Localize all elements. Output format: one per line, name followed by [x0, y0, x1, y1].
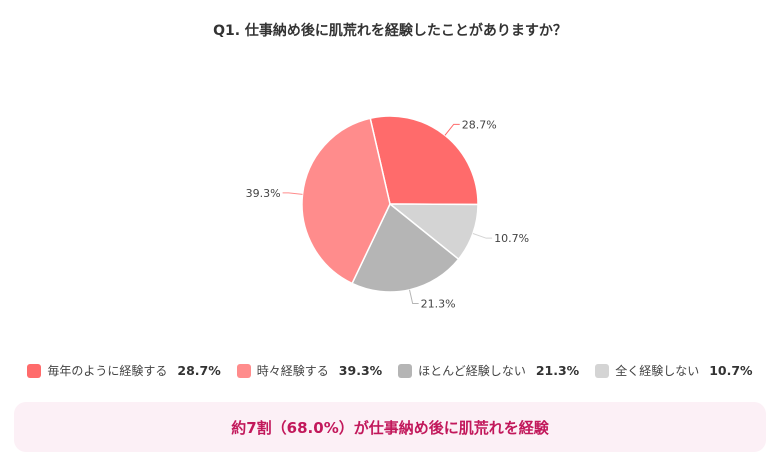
legend-item[interactable]: 全く経験しない 10.7% — [595, 362, 753, 379]
data-label: 28.7% — [462, 118, 497, 131]
leader-line — [472, 233, 493, 239]
legend-item[interactable]: ほとんど経験しない 21.3% — [398, 362, 579, 379]
legend-swatch — [236, 363, 251, 378]
legend-label: 毎年のように経験する — [47, 364, 168, 378]
legend-value: 10.7% — [709, 363, 753, 378]
legend-label: 全く経験しない — [615, 364, 700, 378]
legend-swatch — [595, 363, 610, 378]
pie-slice[interactable] — [351, 202, 460, 293]
legend-value: 21.3% — [535, 363, 580, 378]
legend-value: 28.7% — [177, 363, 221, 378]
data-label: 21.3% — [421, 297, 456, 310]
legend: 毎年のように経験する 28.7% 時々経験する 39.3% ほとんど経験しない 21.… — [0, 362, 780, 379]
data-label: 39.3% — [246, 187, 281, 200]
legend-item[interactable]: 時々経験する 39.3% — [236, 362, 383, 379]
leader-line — [444, 123, 460, 136]
summary-banner: 約7割（68.0%）が仕事納め後に肌荒れを経験 — [14, 402, 766, 452]
legend-value: 39.3% — [338, 363, 383, 378]
data-label: 10.7% — [494, 232, 529, 245]
leader-line — [282, 192, 303, 195]
leader-line — [409, 289, 419, 304]
summary-text: 約7割（68.0%）が仕事納め後に肌荒れを経験 — [231, 418, 549, 437]
pie-slice[interactable] — [369, 115, 479, 206]
legend-swatch — [27, 363, 42, 378]
pie-chart: 28.7% 10.7% 21.3% 39.3% — [246, 115, 529, 310]
legend-label: 時々経験する — [256, 364, 329, 378]
legend-item[interactable]: 毎年のように経験する 28.7% — [27, 362, 221, 379]
legend-label: ほとんど経験しない — [418, 364, 526, 378]
chart-title: Q1. 仕事納め後に肌荒れを経験したことがありますか？ — [213, 23, 567, 39]
legend-swatch — [398, 363, 413, 378]
